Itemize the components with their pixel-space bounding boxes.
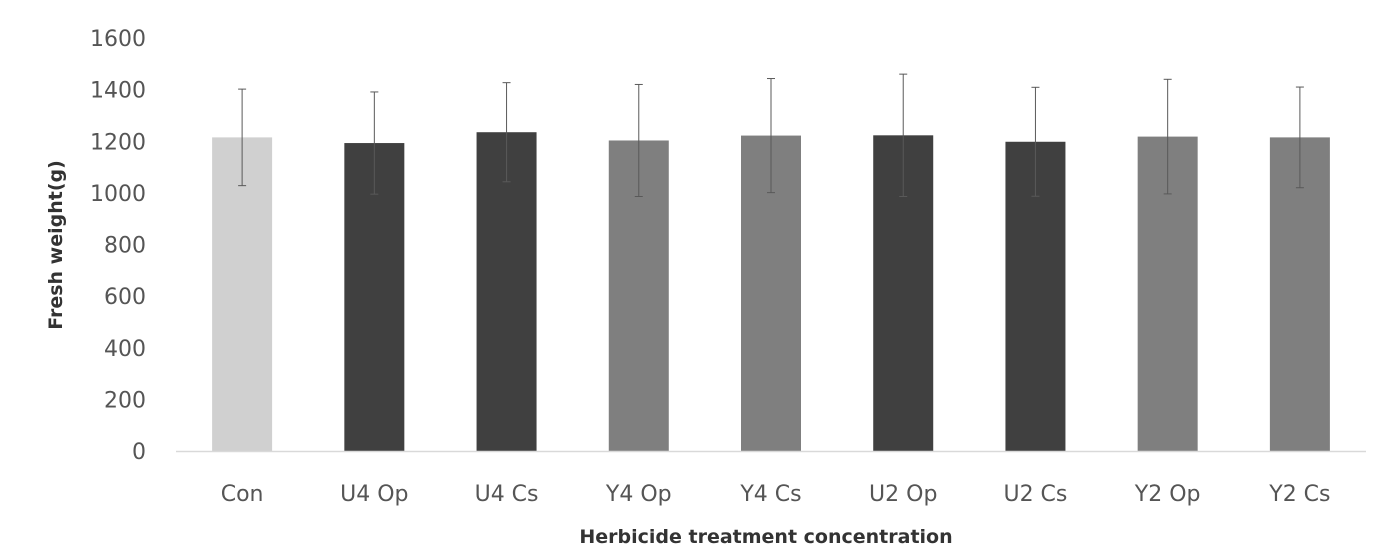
bar [212,137,273,452]
y-tick-label: 1200 [90,130,146,155]
bars [212,132,1330,452]
x-tick-label: U2 Op [869,482,937,507]
x-tick-label: Con [221,482,264,507]
bar [476,132,537,451]
y-tick-label: 800 [104,234,146,259]
x-tick-label: Y2 Op [1134,482,1201,507]
x-tick-label: U2 Cs [1003,482,1067,507]
x-tick-label: Y2 Cs [1268,482,1330,507]
y-tick-label: 400 [104,337,146,362]
error-bars [238,73,1304,197]
x-axis-title: Herbicide treatment concentration [579,526,952,548]
x-tick-label: Y4 Cs [739,482,801,507]
x-tick-label: Y4 Op [605,482,672,507]
bar [1269,137,1330,452]
y-tick-label: 0 [132,440,146,465]
x-tick-label: U4 Op [340,482,408,507]
y-tick-label: 1400 [90,79,146,104]
y-axis-title: Fresh weight(g) [45,160,67,330]
y-tick-label: 1000 [90,182,146,207]
y-tick-label: 600 [104,285,146,310]
y-tick-label: 1600 [90,27,146,52]
y-axis-ticks: 0 200 400 600 800 1000 1200 1400 1600 [90,27,146,465]
y-tick-label: 200 [104,388,146,413]
x-tick-label: U4 Cs [475,482,539,507]
x-axis-ticks: Con U4 Op U4 Cs Y4 Op Y4 Cs U2 Op U2 Cs Y2 Op Y2… [221,482,1331,507]
